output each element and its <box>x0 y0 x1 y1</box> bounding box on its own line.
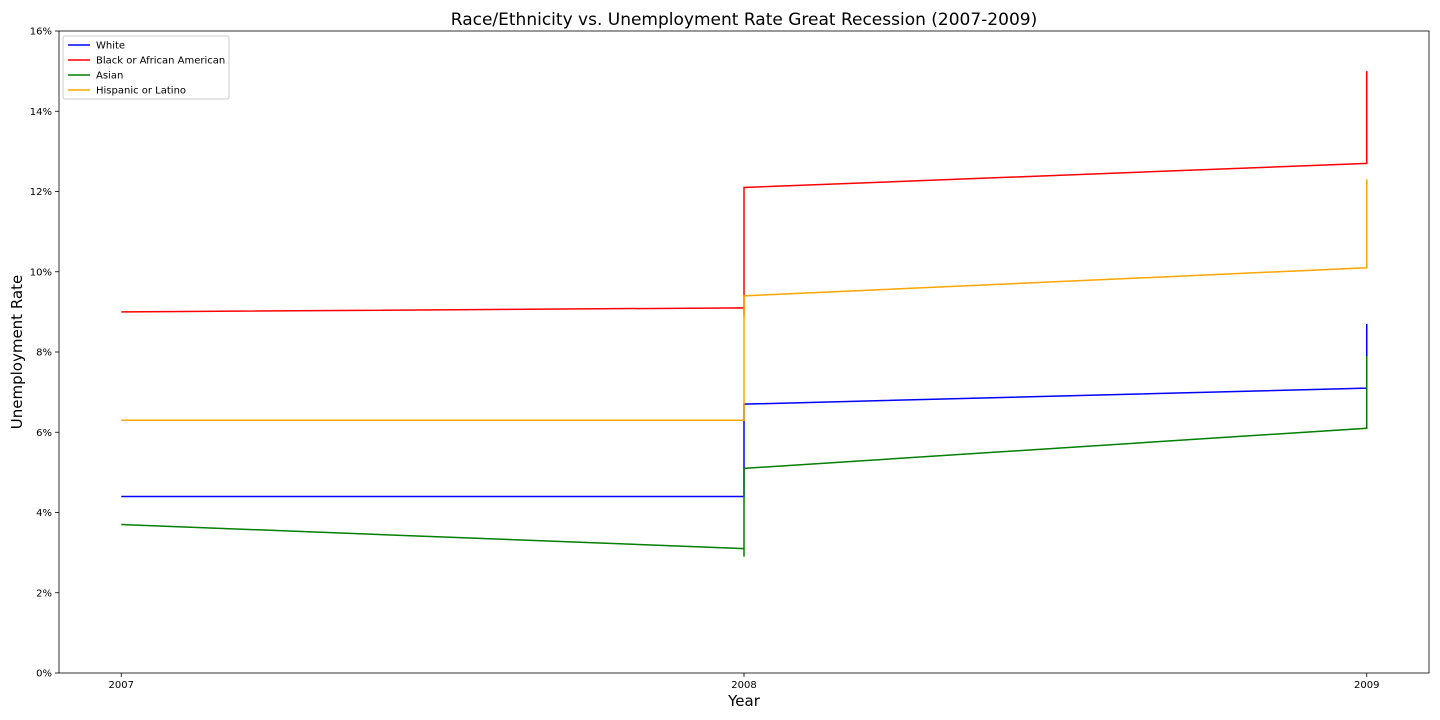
y-tick-label: 4% <box>36 508 52 519</box>
series-line-3 <box>121 179 1368 421</box>
y-tick-label: 6% <box>36 428 52 439</box>
y-tick-label: 2% <box>36 588 52 599</box>
y-tick-label: 10% <box>30 267 52 278</box>
chart-title: Race/Ethnicity vs. Unemployment Rate Gre… <box>451 10 1037 30</box>
y-axis-label: Unemployment Rate <box>8 275 26 429</box>
legend-entry: Black or African American <box>96 56 225 67</box>
x-axis-label: Year <box>727 692 761 710</box>
y-tick-label: 16% <box>30 27 52 38</box>
legend-entry: White <box>96 41 125 52</box>
x-axis: 2007 2008 2009 <box>109 673 1379 691</box>
series-line-2 <box>121 356 1368 557</box>
legend: White Black or African American Asian Hispa… <box>62 35 230 100</box>
x-tick-label: 2009 <box>1354 680 1379 691</box>
x-tick-label: 2008 <box>731 680 756 691</box>
y-tick-label: 14% <box>30 107 52 118</box>
y-tick-label: 12% <box>30 187 52 198</box>
legend-box <box>62 35 230 100</box>
series-lines <box>121 71 1368 557</box>
y-tick-label: 0% <box>36 669 52 680</box>
y-axis: 0% 2% 4% 6% 8% 10% 12% 14% 16% <box>30 27 59 680</box>
legend-entry: Hispanic or Latino <box>96 86 186 97</box>
legend-entry: Asian <box>96 71 123 82</box>
x-tick-label: 2007 <box>109 680 134 691</box>
y-tick-label: 8% <box>36 348 52 359</box>
